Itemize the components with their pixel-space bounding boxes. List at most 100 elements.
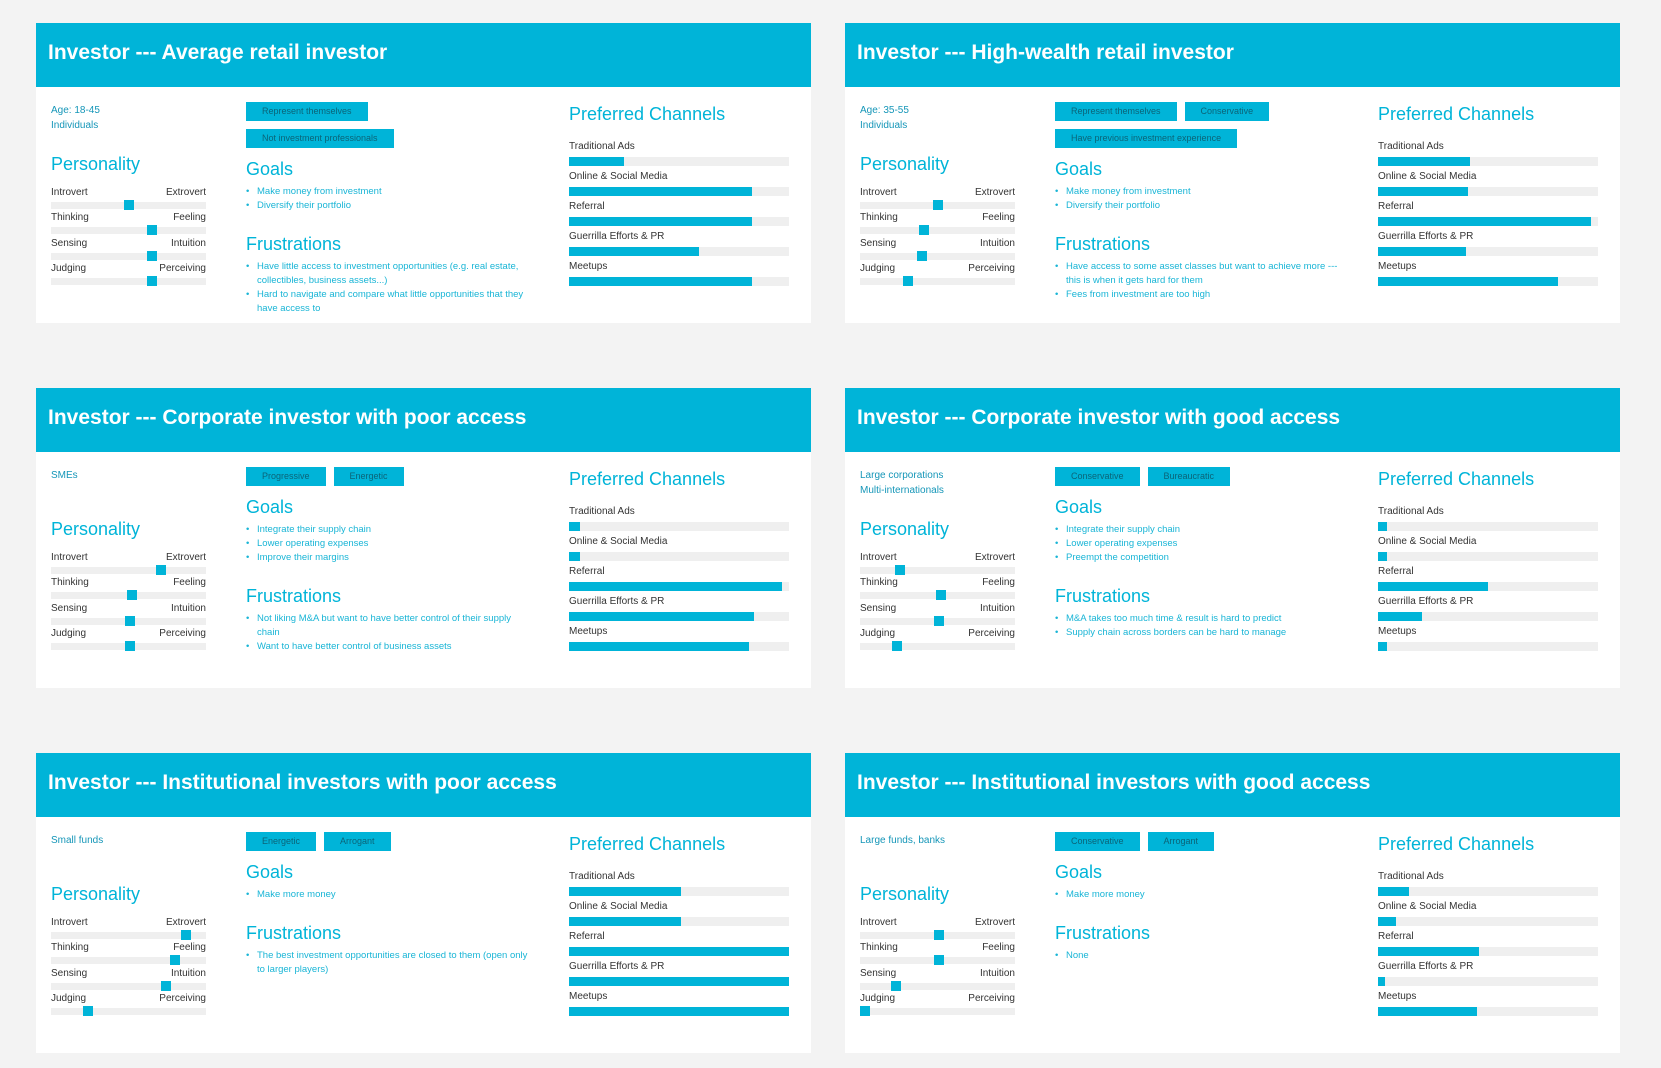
scale-marker <box>934 615 945 626</box>
channel-label: Online & Social Media <box>569 171 668 182</box>
goal-item: Improve their margins <box>246 551 536 565</box>
channel-row: Meetups <box>569 991 789 1016</box>
scale-marker <box>934 955 945 966</box>
scale-labels: Introvert Extrovert <box>51 187 206 199</box>
tag: Conservative <box>1055 832 1140 851</box>
scale-left-label: Judging <box>51 263 87 275</box>
scale-left-label: Judging <box>860 628 896 640</box>
scale-track <box>860 250 1015 261</box>
scale-labels: Thinking Feeling <box>51 942 206 954</box>
channel-track <box>569 247 789 256</box>
goal-item: Integrate their supply chain <box>246 523 536 537</box>
tag: Arrogant <box>324 832 391 851</box>
channel-track <box>1378 947 1598 956</box>
personality-scale: Introvert Extrovert <box>51 187 206 210</box>
details-column: Energetic Arrogant Goals Make more money Fru… <box>246 832 536 977</box>
persona-card: Investor --- Institutional investors wit… <box>36 753 811 1053</box>
channel-bar <box>1378 217 1592 226</box>
scale-marker <box>932 200 943 210</box>
profile-column: Large funds, banks Personality Introvert Ex… <box>859 833 1020 1048</box>
personality-scale: Introvert Extrovert <box>860 917 1015 940</box>
scale-marker <box>934 930 945 940</box>
section-heading: Frustrations <box>1055 234 1151 254</box>
card-title: Investor --- Corporate investor with poo… <box>48 406 527 429</box>
channel-row: Meetups <box>569 626 789 651</box>
scale-track <box>51 590 206 601</box>
scale-left-label: Thinking <box>51 577 89 589</box>
scale-labels: Introvert Extrovert <box>51 552 206 564</box>
scale-right-label: Intuition <box>170 967 206 979</box>
channel-track <box>1378 522 1598 531</box>
scale-right-label: Feeling <box>173 942 206 954</box>
scale-left-label: Judging <box>860 263 896 275</box>
details-column: Represent themselves Conservative Have pre… <box>1055 102 1345 302</box>
scale-track <box>860 200 1015 210</box>
scale-right-label: Feeling <box>982 212 1015 224</box>
scale-right-label: Perceiving <box>159 628 206 640</box>
demographic: SMEs <box>51 470 78 481</box>
frustration-item: Hard to navigate and compare what little… <box>246 288 536 316</box>
channel-row: Meetups <box>569 261 789 286</box>
card-header: Investor --- Corporate investor with poo… <box>36 388 811 452</box>
demographic: Age: 35-55 <box>860 105 909 116</box>
channel-label: Guerrilla Efforts & PR <box>569 596 665 607</box>
frustration-item: Not liking M&A but want to have better c… <box>246 612 536 640</box>
section-heading: Frustrations <box>1055 923 1151 943</box>
channel-row: Guerrilla Efforts & PR <box>569 231 789 256</box>
channel-track <box>569 612 789 621</box>
persona-card: Investor --- Average retail investor Age:… <box>36 23 811 323</box>
channel-track <box>1378 887 1598 896</box>
personality-scale: Sensing Intuition <box>860 603 1015 626</box>
scale-marker <box>170 955 180 966</box>
channel-label: Online & Social Media <box>1378 171 1477 182</box>
scale-left-label: Introvert <box>51 917 88 928</box>
personality-scale: Thinking Feeling <box>860 942 1015 966</box>
channels-column: Preferred Channels Traditional Ads Online … <box>1378 833 1598 1043</box>
frustration-item: Fees from investment are too high <box>1055 288 1345 302</box>
channel-bar <box>569 247 699 256</box>
scale-right-label: Intuition <box>170 237 206 249</box>
channel-bar <box>569 217 752 226</box>
scale-marker <box>917 250 927 261</box>
scale-track <box>860 980 1015 991</box>
section-heading: Frustrations <box>246 586 342 606</box>
channel-row: Guerrilla Efforts & PR <box>1378 231 1598 256</box>
scale-right-label: Intuition <box>979 967 1015 979</box>
channel-bar <box>1378 582 1488 591</box>
scale-left-label: Thinking <box>860 212 898 224</box>
scale-track <box>51 200 206 210</box>
section-heading: Personality <box>51 519 141 539</box>
personality-scale: Thinking Feeling <box>860 577 1015 601</box>
details-column: Conservative Arrogant Goals Make more money… <box>1055 832 1345 963</box>
channel-label: Referral <box>1378 566 1414 577</box>
channel-row: Guerrilla Efforts & PR <box>569 961 789 986</box>
demographic: Multi-internationals <box>860 485 944 496</box>
goal-item: Diversify their portfolio <box>246 199 536 213</box>
channel-label: Traditional Ads <box>569 506 635 517</box>
channel-track <box>1378 977 1598 986</box>
personality-scale: Thinking Feeling <box>860 212 1015 236</box>
scale-track <box>860 276 1015 287</box>
card-header: Investor --- Average retail investor <box>36 23 811 87</box>
channel-label: Referral <box>569 566 605 577</box>
channel-label: Traditional Ads <box>569 141 635 152</box>
scale-right-label: Feeling <box>982 577 1015 589</box>
scale-labels: Judging Perceiving <box>860 263 1015 275</box>
channel-label: Online & Social Media <box>1378 901 1477 912</box>
scale-marker <box>125 615 136 626</box>
channel-row: Online & Social Media <box>1378 536 1598 561</box>
section-heading: Preferred Channels <box>569 469 726 489</box>
tag-row: Conservative Arrogant <box>1055 832 1345 851</box>
personality-scale: Sensing Intuition <box>860 967 1015 991</box>
channel-bar <box>1378 187 1469 196</box>
channel-bar <box>569 582 783 591</box>
channel-label: Meetups <box>569 261 608 272</box>
scale-marker <box>903 276 914 287</box>
channel-bar <box>569 947 789 956</box>
channel-bar <box>1378 157 1471 166</box>
details-column: Progressive Energetic Goals Integrate their… <box>246 467 536 654</box>
tag: Conservative <box>1184 102 1270 121</box>
scale-marker <box>83 1006 94 1017</box>
channel-row: Referral <box>1378 201 1598 226</box>
scale-track <box>860 590 1015 601</box>
